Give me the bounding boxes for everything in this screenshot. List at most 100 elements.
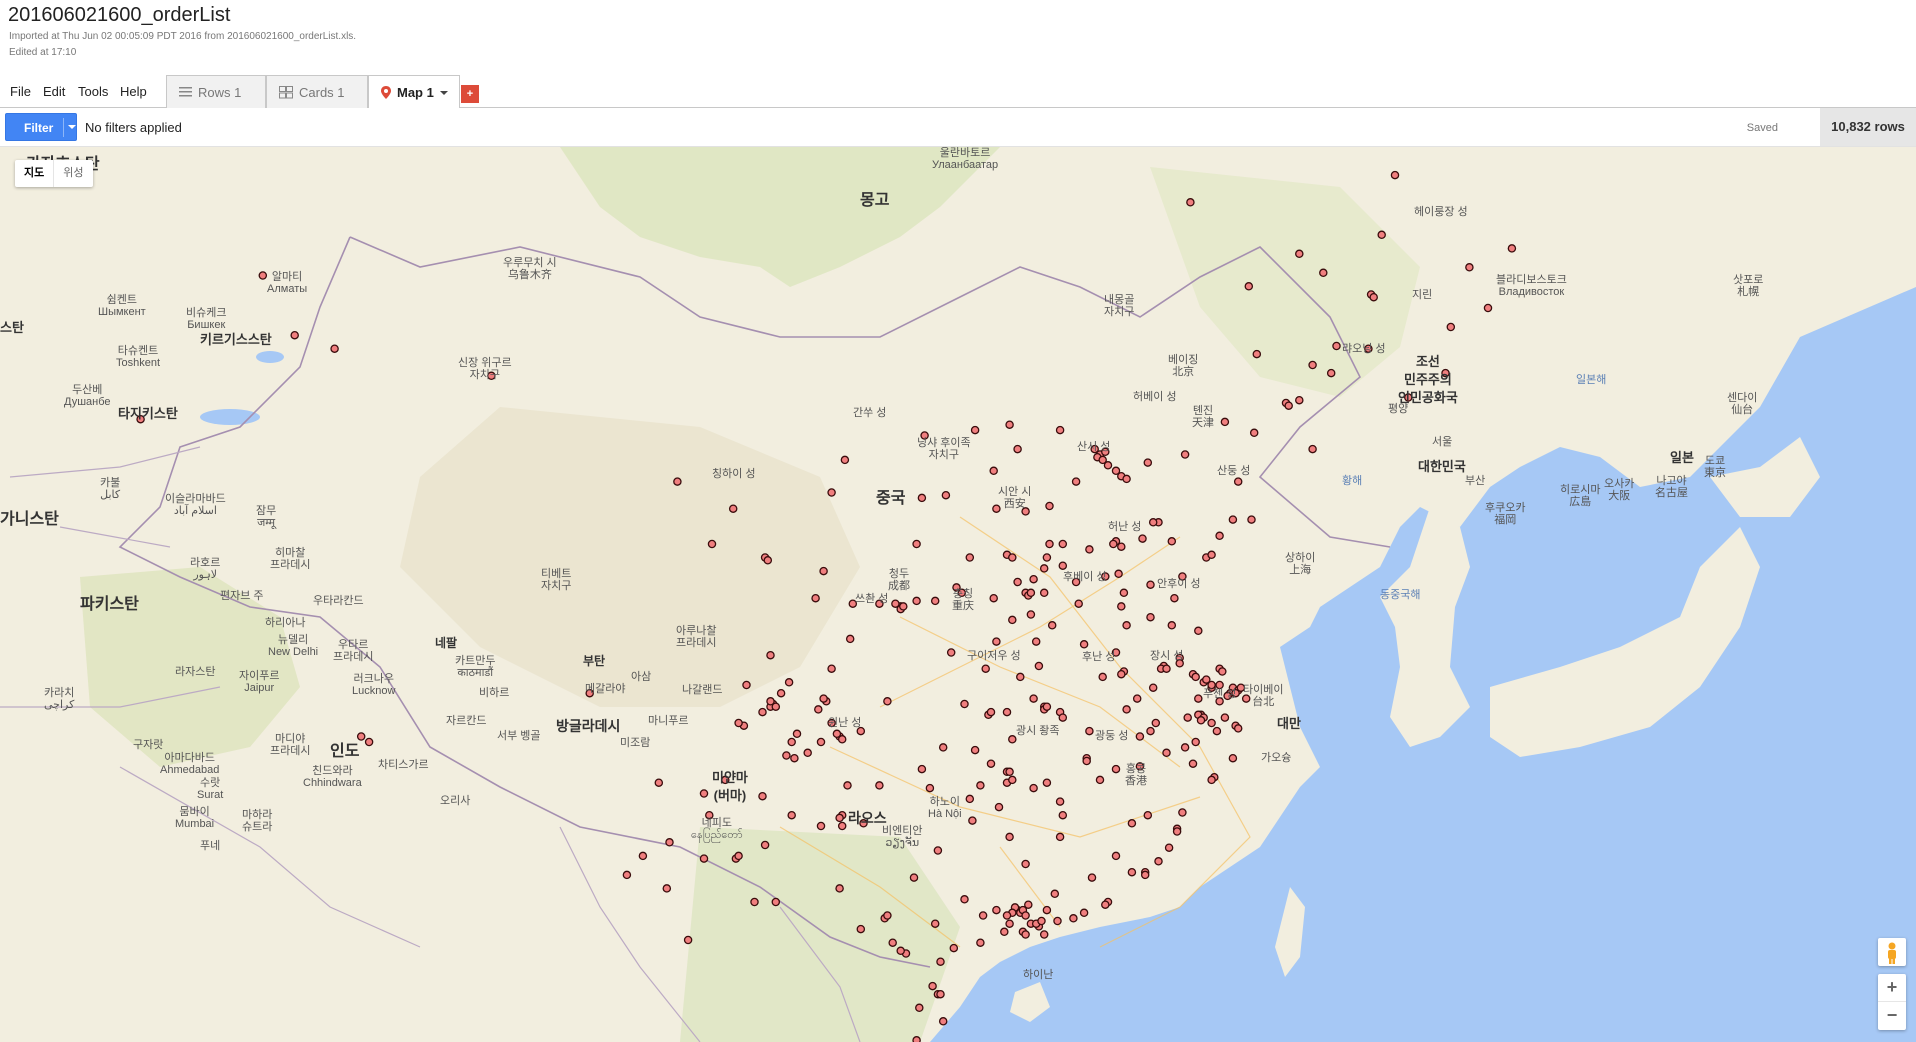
order-marker[interactable] <box>1117 602 1126 611</box>
order-marker[interactable] <box>992 637 1001 646</box>
order-marker[interactable] <box>1029 574 1038 584</box>
order-marker[interactable] <box>992 905 1001 915</box>
order-marker[interactable] <box>1138 534 1147 543</box>
order-marker[interactable] <box>356 732 366 741</box>
filter-button[interactable]: Filter <box>5 113 77 141</box>
order-marker[interactable] <box>1143 810 1153 820</box>
order-marker[interactable] <box>986 707 996 717</box>
order-marker[interactable] <box>970 425 980 435</box>
order-marker[interactable] <box>760 840 770 850</box>
order-marker[interactable] <box>1111 851 1121 861</box>
order-marker[interactable] <box>1220 417 1230 427</box>
order-marker[interactable] <box>1212 726 1222 736</box>
order-marker[interactable] <box>1127 867 1137 877</box>
order-marker[interactable] <box>728 504 738 513</box>
order-marker[interactable] <box>1074 599 1083 608</box>
order-marker[interactable] <box>856 726 866 736</box>
order-marker[interactable] <box>1047 621 1057 630</box>
order-marker[interactable] <box>909 873 919 882</box>
order-marker[interactable] <box>1008 775 1017 785</box>
order-marker[interactable] <box>1207 775 1216 785</box>
order-marker[interactable] <box>1207 680 1216 690</box>
order-marker[interactable] <box>1058 561 1068 570</box>
order-marker[interactable] <box>1154 857 1163 866</box>
order-marker[interactable] <box>1002 911 1012 920</box>
order-marker[interactable] <box>758 707 767 717</box>
order-marker[interactable] <box>1013 577 1022 587</box>
order-marker[interactable] <box>859 819 868 828</box>
order-marker[interactable] <box>835 884 844 893</box>
order-marker[interactable] <box>1228 753 1238 763</box>
order-marker[interactable] <box>766 650 775 660</box>
order-marker[interactable] <box>721 775 730 785</box>
order-marker[interactable] <box>1241 694 1251 703</box>
order-marker[interactable] <box>1101 447 1110 457</box>
order-marker[interactable] <box>1247 515 1256 524</box>
order-marker[interactable] <box>827 718 836 728</box>
order-marker[interactable] <box>1148 683 1158 692</box>
order-marker[interactable] <box>1122 621 1131 630</box>
order-marker[interactable] <box>654 778 664 787</box>
order-marker[interactable] <box>782 751 791 760</box>
tab-cards[interactable]: Cards 1 <box>266 75 368 108</box>
order-marker[interactable] <box>1085 545 1094 554</box>
order-marker[interactable] <box>1228 515 1238 524</box>
order-marker[interactable] <box>1021 507 1030 516</box>
order-marker[interactable] <box>699 789 709 798</box>
order-marker[interactable] <box>1071 577 1081 587</box>
map-type-map-button[interactable]: 지도 <box>24 167 45 179</box>
order-marker[interactable] <box>1122 705 1131 714</box>
order-marker[interactable] <box>1146 580 1155 589</box>
order-marker[interactable] <box>875 781 884 790</box>
order-marker[interactable] <box>899 602 908 611</box>
menu-file[interactable]: File <box>10 84 31 99</box>
order-marker[interactable] <box>1016 672 1025 682</box>
order-marker[interactable] <box>1207 718 1216 728</box>
order-marker[interactable] <box>771 702 781 711</box>
order-marker[interactable] <box>912 539 921 549</box>
order-marker[interactable] <box>1024 900 1033 909</box>
order-marker[interactable] <box>1319 268 1328 278</box>
order-marker[interactable] <box>1465 263 1474 272</box>
order-marker[interactable] <box>622 870 632 880</box>
order-marker[interactable] <box>1140 870 1150 880</box>
order-marker[interactable] <box>814 705 823 714</box>
order-marker[interactable] <box>707 539 717 549</box>
order-marker[interactable] <box>1215 680 1224 690</box>
order-marker[interactable] <box>1034 661 1044 671</box>
order-marker[interactable] <box>992 504 1001 513</box>
order-marker[interactable] <box>1220 713 1230 722</box>
order-marker[interactable] <box>1005 767 1014 777</box>
order-marker[interactable] <box>1180 450 1190 459</box>
menu-edit[interactable]: Edit <box>43 84 66 99</box>
order-marker[interactable] <box>875 599 884 608</box>
order-marker[interactable] <box>965 794 975 804</box>
order-marker[interactable] <box>1194 694 1203 703</box>
order-marker[interactable] <box>1207 550 1216 560</box>
order-marker[interactable] <box>952 583 961 592</box>
order-marker[interactable] <box>1045 539 1054 549</box>
order-marker[interactable] <box>1029 783 1038 793</box>
order-marker[interactable] <box>1008 735 1017 744</box>
order-marker[interactable] <box>787 810 796 820</box>
order-marker[interactable] <box>1058 810 1068 820</box>
order-marker[interactable] <box>1483 303 1493 313</box>
order-marker[interactable] <box>792 729 802 739</box>
order-marker[interactable] <box>763 556 773 565</box>
order-marker[interactable] <box>832 729 842 739</box>
order-marker[interactable] <box>1194 626 1203 636</box>
order-marker[interactable] <box>883 697 892 706</box>
order-marker[interactable] <box>1167 621 1177 630</box>
order-marker[interactable] <box>1042 905 1052 915</box>
order-marker[interactable] <box>1101 572 1110 581</box>
order-marker[interactable] <box>1236 683 1246 692</box>
order-marker[interactable] <box>1111 648 1121 657</box>
order-marker[interactable] <box>1233 477 1243 486</box>
order-marker[interactable] <box>968 816 977 825</box>
order-marker[interactable] <box>673 477 682 486</box>
order-marker[interactable] <box>1117 669 1126 679</box>
order-marker[interactable] <box>938 1017 948 1026</box>
order-marker[interactable] <box>1164 843 1174 852</box>
order-marker[interactable] <box>1082 756 1091 766</box>
order-marker[interactable] <box>766 697 775 706</box>
